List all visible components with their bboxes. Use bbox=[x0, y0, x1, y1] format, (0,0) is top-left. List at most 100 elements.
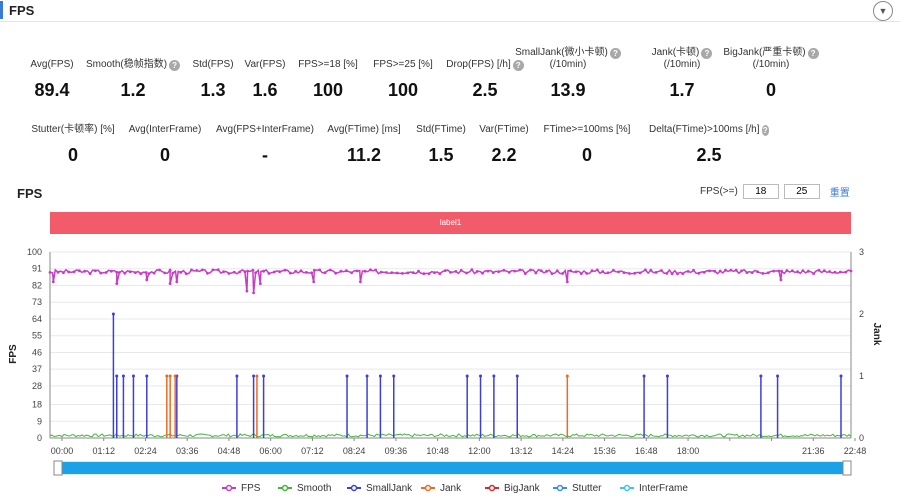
help-icon[interactable]: ? bbox=[761, 124, 769, 136]
fps-point bbox=[443, 269, 447, 272]
y-tick-label: 9 bbox=[37, 416, 42, 426]
fps-point bbox=[513, 269, 516, 273]
fps-point bbox=[152, 271, 156, 275]
fps-point bbox=[772, 269, 775, 273]
fps-point bbox=[838, 270, 842, 274]
metric-label-text: Drop(FPS) [/h] bbox=[446, 59, 511, 70]
fps-point bbox=[359, 280, 362, 284]
zoom-slider-handle-right[interactable] bbox=[842, 460, 852, 476]
fps-point bbox=[433, 271, 436, 275]
threshold-input-2[interactable] bbox=[783, 184, 820, 199]
metric-label: Std(FTime) bbox=[381, 124, 501, 136]
fps-point bbox=[147, 272, 151, 276]
metric-label: Avg(FTime) [ms] bbox=[304, 124, 424, 136]
y2-tick-label: 1 bbox=[859, 371, 864, 381]
y-tick-label: 64 bbox=[32, 314, 42, 324]
legend-label: FPS bbox=[241, 483, 261, 494]
zoom-slider-handle-left[interactable] bbox=[53, 460, 63, 476]
help-icon[interactable]: ? bbox=[512, 59, 524, 71]
fps-point bbox=[128, 270, 132, 274]
x-tick-label: 06:00 bbox=[259, 446, 282, 456]
fps-point bbox=[590, 269, 594, 273]
fps-point bbox=[258, 282, 262, 285]
smalljank-point bbox=[121, 374, 125, 378]
x-tick-label: 22:48 bbox=[844, 446, 867, 456]
legend-label: SmallJank bbox=[366, 483, 413, 494]
jank-point bbox=[173, 374, 177, 378]
smalljank-point bbox=[115, 374, 119, 378]
fps-point bbox=[796, 270, 799, 274]
legend-item-smalljank[interactable]: SmallJank bbox=[347, 483, 413, 494]
metric-var-ftime: Var(FTime) 2.2 bbox=[444, 124, 564, 166]
fps-point bbox=[724, 268, 727, 272]
y-tick-label: 55 bbox=[32, 331, 42, 341]
metric-value: 0 bbox=[581, 145, 592, 165]
y-tick-label: 46 bbox=[32, 347, 42, 357]
legend-label: BigJank bbox=[504, 483, 541, 494]
fps-point bbox=[345, 269, 348, 273]
label-band[interactable]: label1 bbox=[50, 212, 851, 234]
fps-point bbox=[491, 271, 495, 274]
help-icon[interactable]: ? bbox=[701, 47, 713, 59]
fps-point bbox=[390, 271, 394, 274]
metric-value: 1.3 bbox=[200, 80, 226, 100]
fps-point bbox=[175, 280, 179, 284]
metric-value: 1.6 bbox=[252, 80, 278, 100]
fps-point bbox=[718, 269, 722, 273]
fps-point bbox=[62, 271, 65, 275]
fps-point bbox=[374, 268, 378, 272]
zoom-slider-range bbox=[60, 462, 844, 474]
smalljank-point bbox=[262, 374, 266, 378]
legend-item-jank[interactable]: Jank bbox=[421, 483, 462, 494]
fps-point bbox=[417, 269, 420, 273]
help-icon[interactable]: ? bbox=[807, 47, 819, 59]
legend-item-fps[interactable]: FPS bbox=[222, 483, 261, 494]
threshold-label: FPS(>=) bbox=[700, 186, 738, 197]
fps-point bbox=[427, 272, 431, 275]
fps-point bbox=[51, 280, 55, 284]
threshold-input-1[interactable] bbox=[742, 184, 779, 199]
fps-point bbox=[801, 269, 805, 272]
fps-point bbox=[539, 269, 543, 273]
help-icon[interactable]: ? bbox=[609, 47, 621, 59]
fps-point bbox=[628, 272, 631, 275]
legend-item-bigjank[interactable]: BigJank bbox=[485, 483, 541, 494]
fps-point bbox=[312, 280, 316, 284]
metric-label: Avg(InterFrame) bbox=[105, 124, 225, 136]
y-tick-label: 37 bbox=[32, 364, 42, 374]
fps-point bbox=[518, 268, 522, 272]
metric-label-text: Avg(InterFrame) bbox=[128, 124, 202, 135]
y2-tick-label: 3 bbox=[859, 247, 864, 257]
fps-point bbox=[144, 271, 148, 274]
metric-label: Avg(FPS+InterFrame) bbox=[205, 124, 325, 136]
metric-value: - bbox=[262, 145, 268, 165]
fps-point bbox=[702, 270, 706, 274]
legend-item-smooth[interactable]: Smooth bbox=[278, 483, 331, 494]
chevron-down-icon[interactable]: ▼ bbox=[873, 1, 893, 21]
fps-point bbox=[110, 269, 113, 273]
x-tick-label: 12:00 bbox=[468, 446, 491, 456]
y-axis-title: FPS bbox=[8, 344, 19, 364]
legend-item-interframe[interactable]: InterFrame bbox=[620, 483, 688, 494]
fps-point bbox=[470, 268, 474, 272]
fps-point bbox=[99, 271, 103, 275]
reset-button[interactable]: 重置 bbox=[829, 188, 850, 199]
metric-avg-ftime: Avg(FTime) [ms] 11.2 bbox=[304, 124, 424, 166]
fps-point bbox=[708, 269, 711, 273]
fps-point bbox=[828, 270, 831, 273]
fps-point bbox=[534, 271, 538, 275]
metric-value: 1.5 bbox=[428, 145, 454, 165]
smalljank-point bbox=[642, 374, 646, 378]
fps-point bbox=[232, 270, 236, 274]
fps-point bbox=[438, 272, 442, 276]
fps-point bbox=[184, 272, 188, 276]
smalljank-point bbox=[515, 374, 519, 378]
fps-point bbox=[94, 269, 97, 273]
y2-axis-title: Jank bbox=[871, 323, 882, 346]
help-icon[interactable]: ? bbox=[169, 59, 181, 71]
y-tick-label: 82 bbox=[32, 280, 42, 290]
legend-label: Jank bbox=[440, 483, 462, 494]
jank-point bbox=[165, 374, 169, 378]
metric-var-fps: Var(FPS) 1.6 bbox=[205, 59, 325, 101]
legend-item-stutter[interactable]: Stutter bbox=[553, 483, 602, 494]
